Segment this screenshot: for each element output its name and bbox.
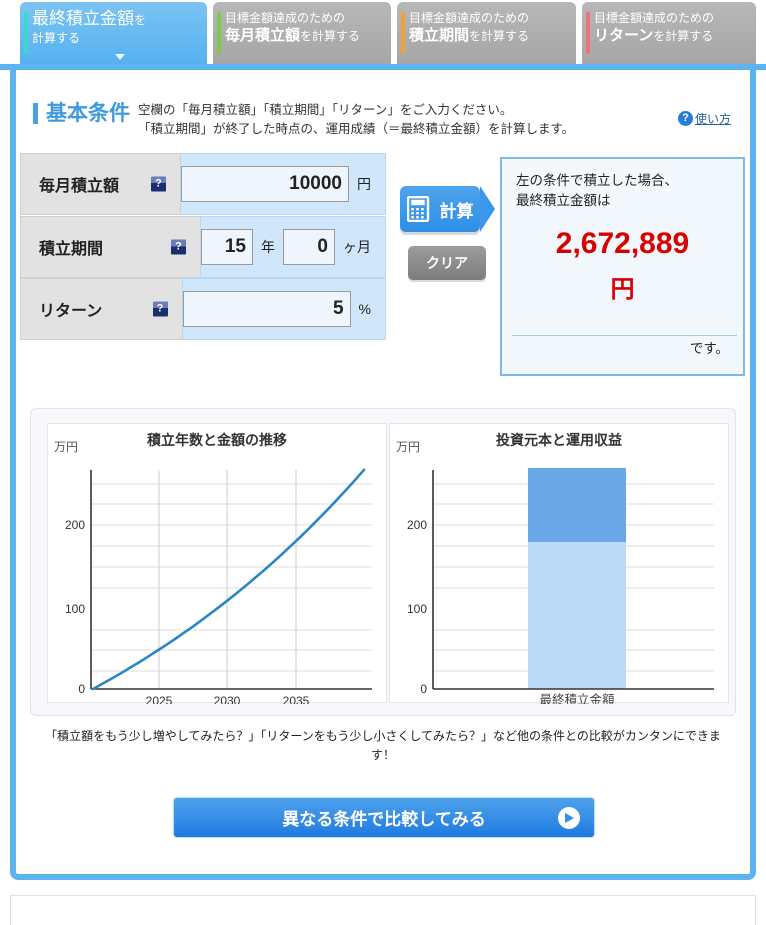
svg-text:100: 100 (65, 602, 85, 616)
svg-text:2030: 2030 (214, 694, 241, 704)
svg-text:0: 0 (420, 682, 427, 696)
svg-text:0: 0 (78, 682, 85, 696)
svg-text:2025: 2025 (146, 694, 173, 704)
svg-text:100: 100 (407, 602, 427, 616)
svg-text:200: 200 (65, 518, 85, 532)
svg-text:2035: 2035 (283, 694, 310, 704)
svg-text:最終積立金額: 最終積立金額 (539, 692, 615, 704)
svg-text:200: 200 (407, 518, 427, 532)
